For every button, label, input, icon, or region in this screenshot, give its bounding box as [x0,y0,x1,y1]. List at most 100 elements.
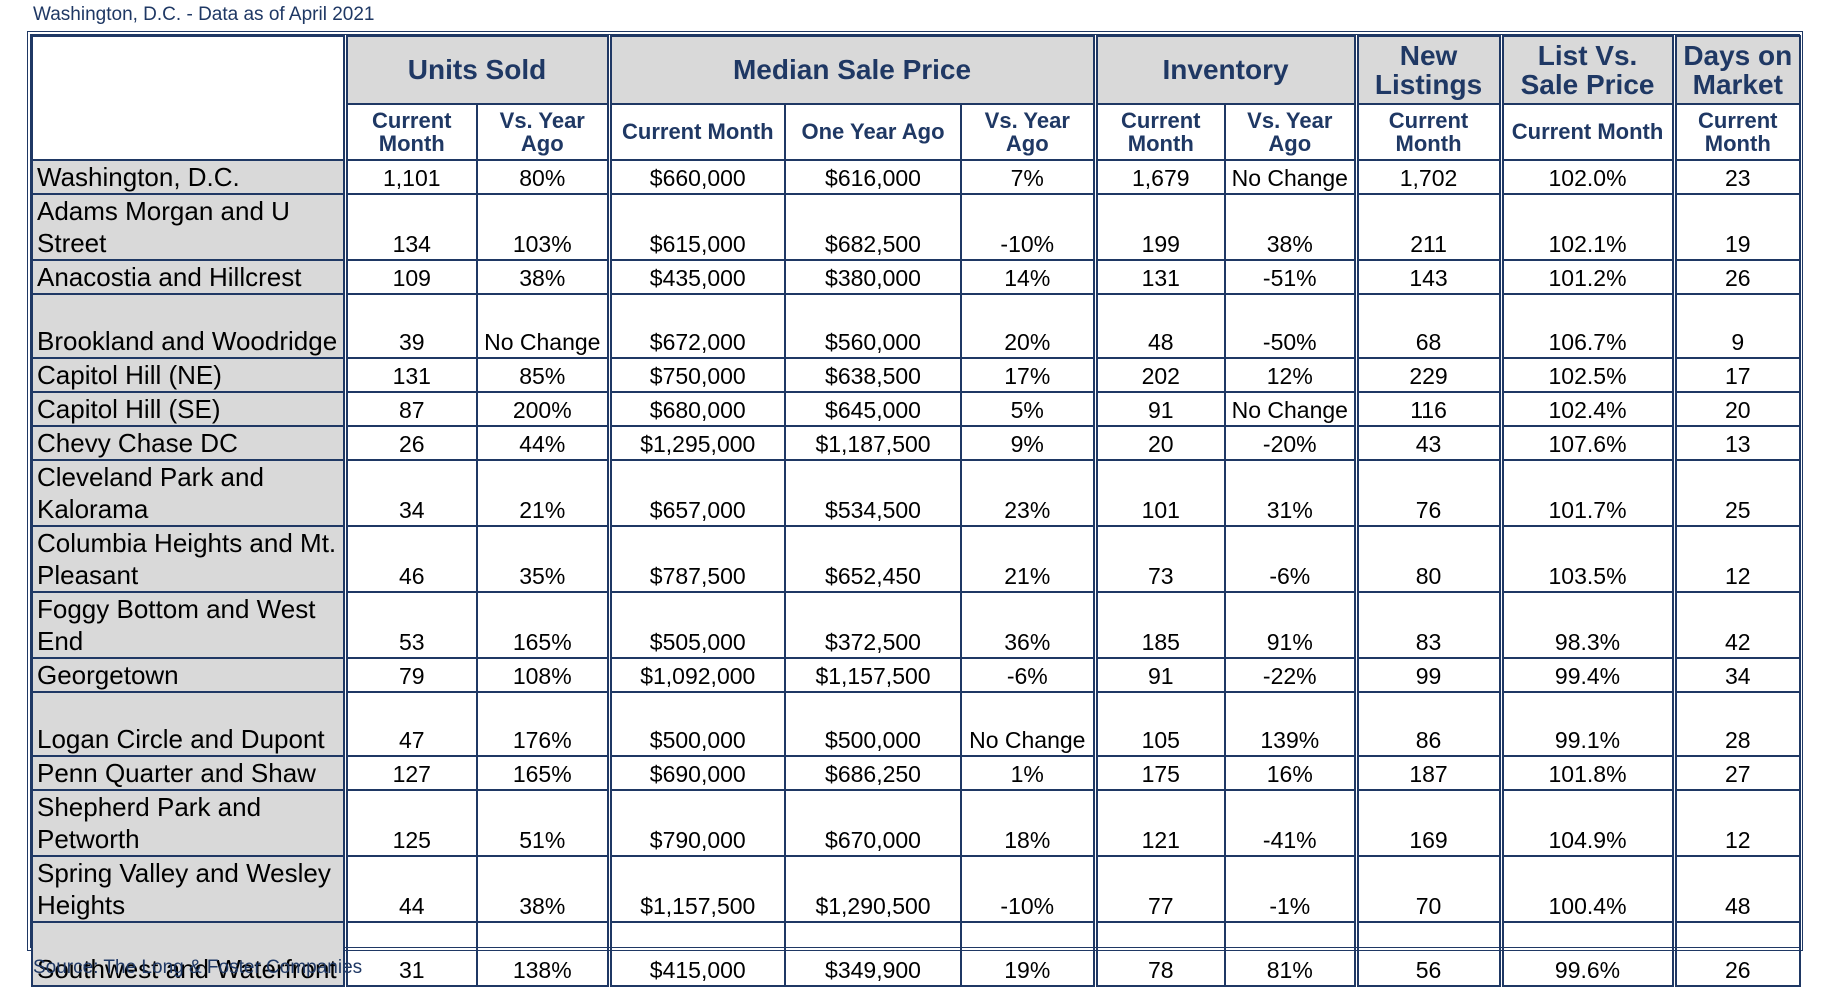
new-listings-cell: 1,702 [1353,159,1503,195]
inventory-vs-cell: No Change [1224,159,1358,195]
new-listings-cell: 229 [1353,357,1503,393]
area-name-cell: Columbia Heights and Mt. Pleasant [31,525,346,593]
table-row: Columbia Heights and Mt. Pleasant 46 35% $7… [31,525,1802,593]
price-prev-cell: $616,000 [784,159,963,195]
units-current-cell: 1,101 [342,159,478,195]
table-row: Brookland and Woodridge 39 No Change $672,0… [31,293,1802,359]
inventory-current-cell: 131 [1092,259,1227,295]
subheader-price-vs: Vs. Year Ago [960,103,1097,161]
new-listings-cell: 116 [1353,391,1503,427]
table-row: Foggy Bottom and West End 53 165% $505,000 $… [31,591,1802,659]
area-name-cell: Georgetown [31,657,346,693]
area-name-cell: Foggy Bottom and West End [31,591,346,659]
days-on-market-cell: 17 [1671,357,1802,393]
price-current-cell: $690,000 [606,755,787,791]
area-name-cell: Brookland and Woodridge [31,293,346,359]
units-vs-cell: 108% [475,657,611,693]
table-row: Spring Valley and Wesley Heights 44 38% $1,… [31,855,1802,923]
inventory-vs-cell: 31% [1224,459,1358,527]
units-vs-cell: 165% [475,591,611,659]
units-current-cell: 134 [342,193,478,261]
market-data-table: Units Sold Median Sale Price Inventory N… [31,35,1802,987]
subheader-list-sale-current: Current Month [1498,103,1676,161]
price-vs-cell: 7% [960,159,1097,195]
days-on-market-cell: 23 [1671,159,1802,195]
subheader-units-vs: Vs. Year Ago [475,103,611,161]
units-current-cell: 109 [342,259,478,295]
units-vs-cell: 80% [475,159,611,195]
subheader-new-current: Current Month [1353,103,1503,161]
price-vs-cell: 9% [960,425,1097,461]
price-prev-cell: $560,000 [784,293,963,359]
list-vs-sale-cell: 104.9% [1498,789,1676,857]
list-vs-sale-cell: 101.2% [1498,259,1676,295]
inventory-current-cell: 175 [1092,755,1227,791]
price-prev-cell: $372,500 [784,591,963,659]
area-name-cell: Cleveland Park and Kalorama [31,459,346,527]
new-listings-cell: 83 [1353,591,1503,659]
list-vs-sale-cell: 99.1% [1498,691,1676,757]
price-vs-cell: -10% [960,855,1097,923]
table-row: Adams Morgan and U Street 134 103% $615,000… [31,193,1802,261]
inventory-vs-cell: -22% [1224,657,1358,693]
inventory-vs-cell: 12% [1224,357,1358,393]
price-prev-cell: $380,000 [784,259,963,295]
subheader-price-current: Current Month [606,103,787,161]
inventory-vs-cell: -6% [1224,525,1358,593]
units-vs-cell: 44% [475,425,611,461]
table-row: Cleveland Park and Kalorama 34 21% $657,000… [31,459,1802,527]
list-vs-sale-cell: 103.5% [1498,525,1676,593]
days-on-market-cell: 42 [1671,591,1802,659]
source-caption: Source: The Long & Foster Companies [33,957,363,978]
price-current-cell: $657,000 [606,459,787,527]
area-name-cell: Capitol Hill (NE) [31,357,346,393]
units-current-cell: 79 [342,657,478,693]
group-header-list-vs-sale: List Vs. Sale Price [1498,35,1676,105]
area-name-cell: Washington, D.C. [31,159,346,195]
table-row: Georgetown 79 108% $1,092,000 $1,157,500 -6% 9… [31,657,1802,693]
inventory-current-cell: 77 [1092,855,1227,923]
price-vs-cell: 17% [960,357,1097,393]
price-prev-cell: $682,500 [784,193,963,261]
inventory-current-cell: 78 [1092,921,1227,987]
price-vs-cell: 23% [960,459,1097,527]
price-current-cell: $1,092,000 [606,657,787,693]
inventory-current-cell: 202 [1092,357,1227,393]
price-current-cell: $435,000 [606,259,787,295]
price-vs-cell: 21% [960,525,1097,593]
area-name-cell: Penn Quarter and Shaw [31,755,346,791]
corner-cell [31,35,346,161]
units-vs-cell: 51% [475,789,611,857]
area-name-cell: Spring Valley and Wesley Heights [31,855,346,923]
group-header-days-on-market: Days on Market [1671,35,1802,105]
price-prev-cell: $652,450 [784,525,963,593]
group-header-median-sale-price: Median Sale Price [606,35,1097,105]
price-vs-cell: 18% [960,789,1097,857]
inventory-current-cell: 121 [1092,789,1227,857]
inventory-vs-cell: 139% [1224,691,1358,757]
report-caption: Washington, D.C. - Data as of April 2021 [33,4,375,25]
list-vs-sale-cell: 102.0% [1498,159,1676,195]
new-listings-cell: 187 [1353,755,1503,791]
units-vs-cell: 85% [475,357,611,393]
price-current-cell: $415,000 [606,921,787,987]
new-listings-cell: 211 [1353,193,1503,261]
units-current-cell: 127 [342,755,478,791]
list-vs-sale-cell: 102.1% [1498,193,1676,261]
units-current-cell: 131 [342,357,478,393]
inventory-vs-cell: 81% [1224,921,1358,987]
list-vs-sale-cell: 101.7% [1498,459,1676,527]
inventory-current-cell: 91 [1092,657,1227,693]
group-header-units-sold: Units Sold [342,35,611,105]
units-current-cell: 87 [342,391,478,427]
new-listings-cell: 43 [1353,425,1503,461]
units-current-cell: 44 [342,855,478,923]
inventory-current-cell: 105 [1092,691,1227,757]
new-listings-cell: 56 [1353,921,1503,987]
table-row: Capitol Hill (NE) 131 85% $750,000 $638,500 1… [31,357,1802,393]
units-current-cell: 31 [342,921,478,987]
inventory-current-cell: 185 [1092,591,1227,659]
inventory-current-cell: 101 [1092,459,1227,527]
days-on-market-cell: 20 [1671,391,1802,427]
price-vs-cell: 5% [960,391,1097,427]
